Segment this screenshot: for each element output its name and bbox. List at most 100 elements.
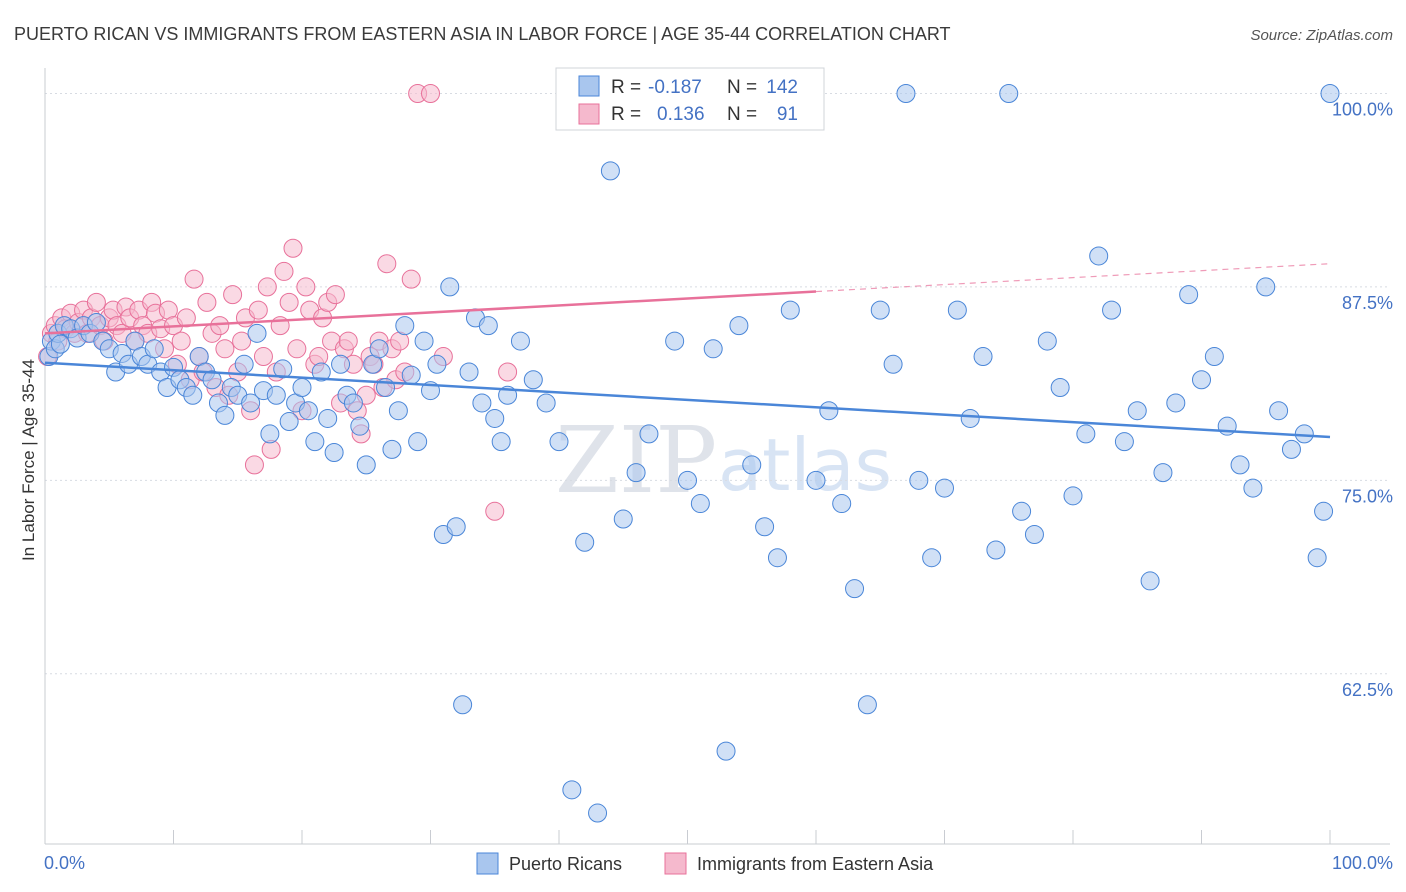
data-point xyxy=(350,416,370,436)
data-point xyxy=(144,339,164,359)
data-point xyxy=(767,548,787,568)
data-point xyxy=(292,377,312,397)
data-point xyxy=(453,695,473,715)
data-point xyxy=(947,300,967,320)
data-point xyxy=(50,334,70,354)
grid-lines xyxy=(45,92,1390,675)
data-point xyxy=(1179,285,1199,305)
data-point xyxy=(184,269,204,289)
data-point xyxy=(626,463,646,483)
data-point xyxy=(549,432,569,452)
data-point xyxy=(234,354,254,374)
trend-lines xyxy=(44,263,1331,439)
stats-swatch-blue xyxy=(578,75,600,97)
data-point xyxy=(260,424,280,444)
data-point xyxy=(279,412,299,432)
data-point xyxy=(296,277,316,297)
data-point xyxy=(986,540,1006,560)
data-point xyxy=(1243,478,1263,498)
data-point xyxy=(273,359,293,379)
data-point xyxy=(401,269,421,289)
data-point xyxy=(491,432,511,452)
data-point xyxy=(274,261,294,281)
stats-blue-r-label: R = xyxy=(611,77,641,98)
data-point xyxy=(1076,424,1096,444)
data-point xyxy=(283,238,303,258)
data-point xyxy=(1204,347,1224,367)
stats-blue-r-value: -0.187 xyxy=(648,77,702,98)
data-point xyxy=(973,347,993,367)
data-point xyxy=(536,393,556,413)
data-point xyxy=(935,478,954,498)
data-point xyxy=(639,424,659,444)
data-point xyxy=(421,83,440,103)
data-point xyxy=(279,292,299,312)
data-point xyxy=(257,277,277,297)
data-point xyxy=(562,780,582,800)
data-point xyxy=(311,362,331,382)
data-point xyxy=(1230,455,1250,475)
data-point xyxy=(287,339,307,359)
y-tick-label: 75.0% xyxy=(1342,486,1393,506)
data-point xyxy=(1256,277,1276,297)
data-point xyxy=(922,548,942,568)
data-point xyxy=(1114,432,1134,452)
data-point xyxy=(1024,525,1044,545)
y-tick-labels: 100.0% 87.5% 75.0% 62.5% xyxy=(1332,99,1393,699)
data-point xyxy=(845,579,865,599)
stats-pink-r-value: 0.136 xyxy=(657,104,705,125)
data-point xyxy=(408,432,428,452)
data-point xyxy=(819,401,839,421)
data-point xyxy=(1012,501,1032,521)
data-point xyxy=(1166,393,1186,413)
axes xyxy=(44,68,1390,845)
data-point xyxy=(215,405,235,425)
data-point xyxy=(446,517,466,537)
data-point xyxy=(883,354,903,374)
data-point xyxy=(1063,486,1083,506)
data-point xyxy=(305,432,325,452)
data-point xyxy=(729,316,749,336)
stats-blue-n-value: 142 xyxy=(766,77,798,98)
data-point xyxy=(210,316,230,336)
data-point xyxy=(485,501,505,521)
data-point xyxy=(318,408,338,428)
data-point xyxy=(223,285,243,305)
stats-pink-n-label: N = xyxy=(727,104,757,125)
data-point xyxy=(806,470,826,490)
legend-swatch-eastern-asia xyxy=(664,852,687,875)
legend-label-puerto-ricans: Puerto Ricans xyxy=(509,854,622,874)
data-point xyxy=(1192,370,1211,390)
data-point xyxy=(472,393,492,413)
data-point xyxy=(870,300,890,320)
legend-swatch-puerto-ricans xyxy=(476,852,499,875)
data-point xyxy=(324,442,344,462)
data-point xyxy=(338,331,358,351)
data-point xyxy=(171,331,191,351)
data-point xyxy=(266,385,286,405)
data-point xyxy=(356,455,376,475)
trend-line-eastern-asia xyxy=(44,290,817,335)
legend: Puerto Ricans Immigrants from Eastern As… xyxy=(476,852,934,875)
data-point xyxy=(1037,331,1057,351)
data-point xyxy=(678,470,697,490)
data-point xyxy=(197,292,217,312)
trend-line-eastern-asia-extension xyxy=(815,263,1331,293)
x-tick-label-right: 100.0% xyxy=(1332,853,1393,873)
data-point xyxy=(395,316,415,336)
data-point xyxy=(575,532,595,552)
data-point xyxy=(780,300,800,320)
data-point xyxy=(1314,501,1334,521)
data-point xyxy=(369,339,389,359)
data-point xyxy=(478,316,498,336)
stats-box: R = -0.187 N = 142 R = 0.136 N = 91 xyxy=(555,67,825,131)
data-point xyxy=(202,370,222,390)
data-point xyxy=(86,313,106,333)
data-point xyxy=(1281,439,1301,459)
data-point xyxy=(523,370,543,390)
chart-source: Source: ZipAtlas.com xyxy=(1250,27,1393,44)
y-axis-label: In Labor Force | Age 35-44 xyxy=(19,359,38,561)
data-point xyxy=(613,509,633,529)
series-puerto-rican-points xyxy=(39,83,1340,823)
